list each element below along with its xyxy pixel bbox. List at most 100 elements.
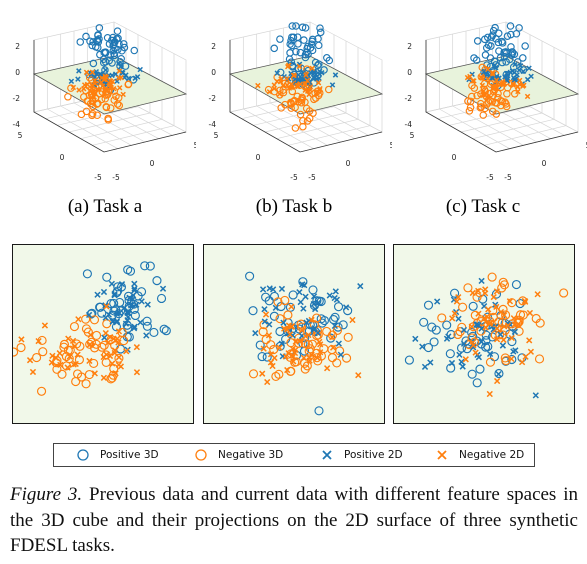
point-positive-2d (278, 340, 285, 347)
point-negative-2d (112, 370, 119, 377)
point-positive-2d (94, 291, 101, 298)
point-negative-2d (86, 341, 94, 348)
z-tick-label: 2 (407, 42, 412, 51)
point-negative-3d (327, 353, 338, 363)
projection-panel-c (393, 244, 575, 424)
point-negative-2d (317, 349, 324, 356)
point-negative-3d (455, 327, 465, 337)
point-positive-2d (312, 70, 318, 76)
point-negative-2d (99, 75, 105, 81)
point-negative-2d (475, 310, 482, 317)
point-positive-3d (494, 38, 503, 47)
point-positive-3d (269, 311, 279, 321)
point-negative-3d (473, 91, 481, 100)
point-positive-2d (130, 292, 137, 299)
point-positive-3d (314, 406, 324, 416)
point-positive-2d (495, 370, 502, 378)
point-negative-2d (100, 374, 108, 381)
point-positive-2d (470, 344, 477, 351)
point-positive-2d (120, 69, 126, 76)
projection-panel-a (12, 244, 194, 424)
point-positive-2d (102, 67, 109, 73)
point-positive-2d (280, 319, 287, 326)
point-negative-2d (95, 87, 102, 93)
point-positive-2d (526, 65, 532, 71)
point-positive-3d (95, 24, 104, 32)
point-negative-3d (312, 353, 322, 363)
point-negative-2d (57, 361, 64, 368)
point-positive-2d (520, 68, 527, 75)
point-negative-2d (284, 76, 290, 82)
point-negative-3d (77, 110, 86, 119)
point-positive-2d (460, 326, 468, 334)
point-negative-3d (293, 92, 302, 101)
point-positive-3d (110, 49, 118, 58)
point-negative-3d (500, 353, 510, 363)
point-positive-2d (450, 296, 458, 303)
point-positive-2d (101, 334, 108, 341)
point-positive-2d (303, 319, 310, 326)
x-tick-label: 5 (214, 131, 219, 140)
point-negative-3d (276, 91, 284, 99)
point-positive-3d (145, 261, 155, 271)
point-positive-3d (486, 54, 495, 62)
point-negative-2d (296, 63, 303, 70)
point-positive-3d (294, 40, 302, 48)
point-positive-3d (255, 340, 265, 350)
point-positive-2d (100, 288, 108, 296)
point-negative-2d (314, 354, 321, 362)
point-positive-2d (259, 286, 267, 293)
point-negative-2d (508, 334, 515, 342)
point-negative-3d (534, 354, 545, 364)
point-positive-2d (137, 66, 143, 73)
point-negative-2d (349, 316, 356, 324)
point-negative-3d (322, 326, 332, 336)
point-positive-2d (357, 283, 364, 290)
point-negative-3d (470, 84, 479, 92)
point-negative-3d (535, 318, 545, 328)
point-positive-2d (434, 298, 441, 305)
point-positive-2d (514, 72, 520, 78)
point-positive-3d (423, 342, 434, 353)
point-positive-3d (111, 305, 121, 315)
point-positive-3d (121, 62, 130, 70)
point-negative-2d (107, 84, 114, 91)
point-negative-3d (487, 272, 497, 282)
point-positive-3d (333, 302, 344, 312)
point-positive-3d (323, 54, 331, 62)
point-positive-2d (427, 359, 434, 366)
point-negative-3d (280, 295, 290, 306)
point-negative-2d (111, 347, 119, 354)
point-negative-3d (98, 88, 107, 96)
z-tick-label: -2 (405, 94, 413, 103)
point-positive-3d (248, 306, 258, 316)
point-positive-3d (515, 24, 523, 32)
point-positive-2d (475, 354, 483, 361)
point-negative-2d (481, 290, 489, 297)
point-negative-3d (303, 65, 311, 73)
point-negative-3d (341, 353, 352, 363)
point-negative-2d (89, 69, 96, 75)
subcaption-c: (c) Task c (445, 196, 521, 217)
z-tick-label: 2 (211, 42, 216, 51)
point-negative-3d (313, 330, 323, 340)
point-negative-2d (522, 353, 529, 360)
point-negative-3d (114, 353, 124, 363)
point-positive-3d (491, 23, 499, 32)
point-negative-3d (57, 369, 67, 379)
point-positive-3d (76, 38, 85, 46)
point-negative-2d (26, 357, 34, 364)
point-negative-3d (76, 372, 87, 382)
point-positive-3d (275, 326, 285, 337)
point-negative-3d (515, 310, 526, 320)
point-negative-2d (521, 297, 528, 305)
point-negative-3d (488, 312, 498, 322)
point-positive-3d (149, 327, 159, 338)
point-negative-3d (104, 116, 113, 124)
point-negative-3d (300, 364, 310, 374)
point-negative-2d (315, 79, 322, 86)
point-negative-2d (255, 82, 261, 89)
point-positive-3d (286, 40, 294, 48)
point-negative-2d (265, 332, 273, 339)
point-positive-2d (117, 63, 124, 70)
